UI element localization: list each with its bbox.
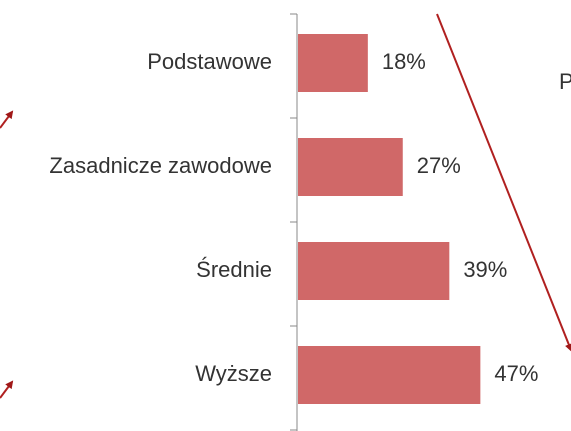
bar — [298, 34, 368, 92]
bar — [298, 138, 403, 196]
value-label: 27% — [417, 153, 461, 178]
category-label: Wyższe — [195, 361, 272, 386]
side-arrow — [0, 380, 14, 399]
side-arrow — [0, 110, 14, 129]
category-label: Średnie — [196, 257, 272, 282]
value-label: 18% — [382, 49, 426, 74]
value-label: 47% — [494, 361, 538, 386]
annotation: P — [559, 69, 571, 94]
value-label: 39% — [463, 257, 507, 282]
trend-arrow — [436, 13, 571, 352]
category-label: Podstawowe — [147, 49, 272, 74]
category-label: Zasadnicze zawodowe — [49, 153, 272, 178]
bar — [298, 242, 450, 300]
bar — [298, 346, 481, 404]
